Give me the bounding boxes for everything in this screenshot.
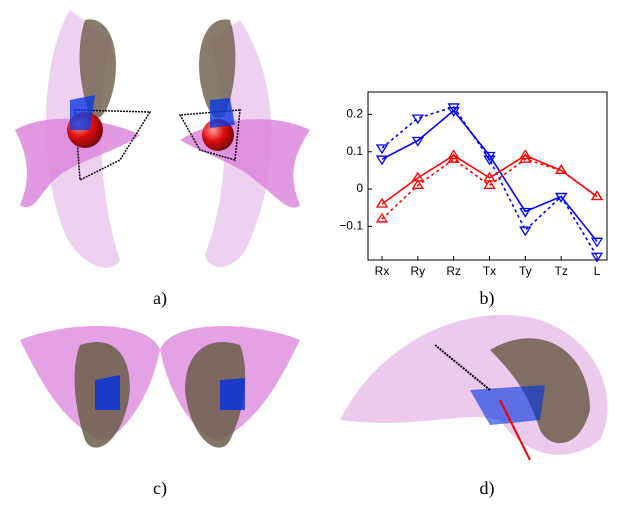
marker: [377, 199, 387, 207]
x-tick-label: L: [594, 264, 601, 278]
marker: [413, 115, 423, 123]
x-tick-label: Ry: [410, 264, 425, 278]
marker: [520, 208, 530, 216]
marker: [592, 238, 602, 246]
caption: a): [153, 288, 167, 309]
y-tick-label: 0: [356, 181, 363, 195]
series-line: [382, 159, 597, 219]
caption: c): [153, 478, 167, 499]
chart: −0.1 0 0.1 0.2 Rx Ry Rz Tx Ty Tz L: [339, 92, 607, 278]
render-a: [15, 10, 310, 268]
marker: [520, 227, 530, 235]
x-tick-label: Ty: [519, 264, 532, 278]
figure: −0.1 0 0.1 0.2 Rx Ry Rz Tx Ty Tz L a) b) c) d): [0, 0, 625, 514]
series-line: [382, 107, 597, 256]
marker: [413, 180, 423, 188]
marker: [377, 156, 387, 164]
marker: [377, 145, 387, 153]
caption: b): [480, 288, 495, 309]
render-c: [20, 326, 300, 448]
x-tick-label: Rx: [375, 264, 390, 278]
marker: [485, 180, 495, 188]
x-tick-label: Tx: [483, 264, 496, 278]
x-tick-label: Tz: [554, 264, 567, 278]
series-line: [382, 111, 597, 242]
y-tick-label: −0.1: [339, 219, 363, 233]
render-d: [340, 315, 608, 460]
caption: d): [480, 478, 495, 499]
y-tick-label: 0.1: [346, 144, 363, 158]
y-tick-label: 0.2: [346, 107, 363, 121]
x-tick-label: Rz: [446, 264, 461, 278]
marker: [592, 192, 602, 200]
